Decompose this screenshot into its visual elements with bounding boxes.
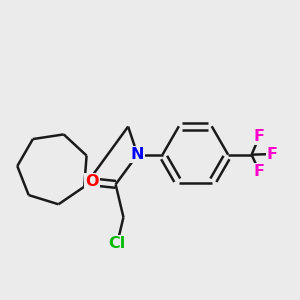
Text: O: O [85,174,99,189]
Text: F: F [266,147,278,162]
Text: F: F [254,164,265,179]
Text: N: N [131,147,144,162]
Text: F: F [254,129,265,144]
Text: Cl: Cl [109,236,126,251]
